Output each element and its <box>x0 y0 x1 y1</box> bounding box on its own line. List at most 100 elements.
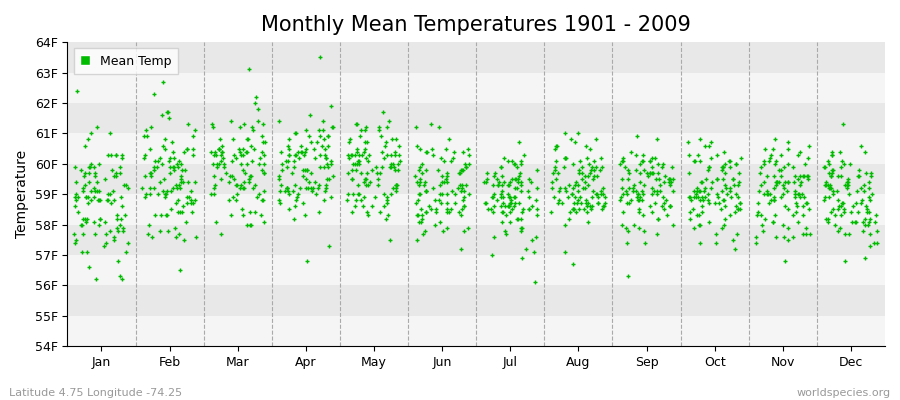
Point <box>702 218 716 225</box>
Bar <box>68 255 885 286</box>
Point <box>359 124 374 130</box>
Point <box>858 255 872 261</box>
Point <box>723 188 737 194</box>
Point <box>171 197 185 204</box>
Point <box>791 191 806 197</box>
Point <box>483 206 498 213</box>
Point <box>582 160 597 167</box>
Point <box>528 197 543 204</box>
Point <box>340 197 355 204</box>
Point <box>651 160 665 167</box>
Point <box>817 194 832 200</box>
Point <box>507 160 521 167</box>
Point <box>105 188 120 194</box>
Point <box>356 203 371 210</box>
Point <box>149 164 164 170</box>
Point <box>793 148 807 155</box>
Point <box>692 212 706 219</box>
Point <box>503 194 517 200</box>
Point <box>76 215 90 222</box>
Point <box>698 142 712 149</box>
Point <box>313 152 328 158</box>
Point <box>206 191 220 197</box>
Point <box>447 191 462 197</box>
Point <box>454 167 469 173</box>
Point <box>709 152 724 158</box>
Point <box>545 170 560 176</box>
Point <box>280 185 294 191</box>
Point <box>79 249 94 255</box>
Point <box>434 154 448 161</box>
Point <box>751 209 765 216</box>
Point <box>509 185 524 191</box>
Point <box>487 173 501 179</box>
Point <box>624 197 638 204</box>
Point <box>229 182 243 188</box>
Point <box>801 176 815 182</box>
Point <box>514 215 528 222</box>
Point <box>770 179 785 185</box>
Point <box>781 179 796 185</box>
Point <box>375 109 390 115</box>
Point <box>580 154 594 161</box>
Legend: Mean Temp: Mean Temp <box>74 48 177 74</box>
Point <box>842 230 856 237</box>
Point <box>760 191 775 197</box>
Point <box>640 170 654 176</box>
Point <box>291 191 305 197</box>
Point <box>173 209 187 216</box>
Point <box>255 167 269 173</box>
Point <box>636 228 651 234</box>
Point <box>275 167 290 173</box>
Point <box>707 200 722 206</box>
Point <box>693 158 707 164</box>
Point <box>439 179 454 185</box>
Point <box>837 209 851 216</box>
Point <box>734 200 748 206</box>
Point <box>632 209 646 216</box>
Point <box>216 160 230 167</box>
Point <box>833 164 848 170</box>
Point <box>210 160 224 167</box>
Point <box>586 176 600 182</box>
Point <box>857 182 871 188</box>
Point <box>649 136 663 143</box>
Point <box>446 148 461 155</box>
Point <box>821 158 835 164</box>
Point <box>111 228 125 234</box>
Point <box>274 148 288 155</box>
Point <box>312 133 327 140</box>
Point <box>436 228 450 234</box>
Point <box>505 176 519 182</box>
Point <box>850 209 865 216</box>
Bar <box>68 72 885 103</box>
Point <box>515 255 529 261</box>
Point <box>816 197 831 204</box>
Point <box>389 182 403 188</box>
Point <box>379 139 393 146</box>
Point <box>493 191 508 197</box>
Point <box>235 206 249 213</box>
Point <box>622 185 636 191</box>
Point <box>491 179 506 185</box>
Point <box>317 136 331 143</box>
Point <box>324 194 338 200</box>
Point <box>143 145 157 152</box>
Point <box>184 200 198 206</box>
Point <box>440 206 454 213</box>
Point <box>379 194 393 200</box>
Point <box>822 185 836 191</box>
Point <box>382 164 397 170</box>
Point <box>147 164 161 170</box>
Point <box>251 106 266 112</box>
Point <box>716 197 730 204</box>
Point <box>139 194 153 200</box>
Point <box>833 173 848 179</box>
Point <box>662 203 677 210</box>
Point <box>848 218 862 225</box>
Point <box>369 164 383 170</box>
Point <box>305 188 320 194</box>
Point <box>621 176 635 182</box>
Point <box>698 188 712 194</box>
Point <box>393 158 408 164</box>
